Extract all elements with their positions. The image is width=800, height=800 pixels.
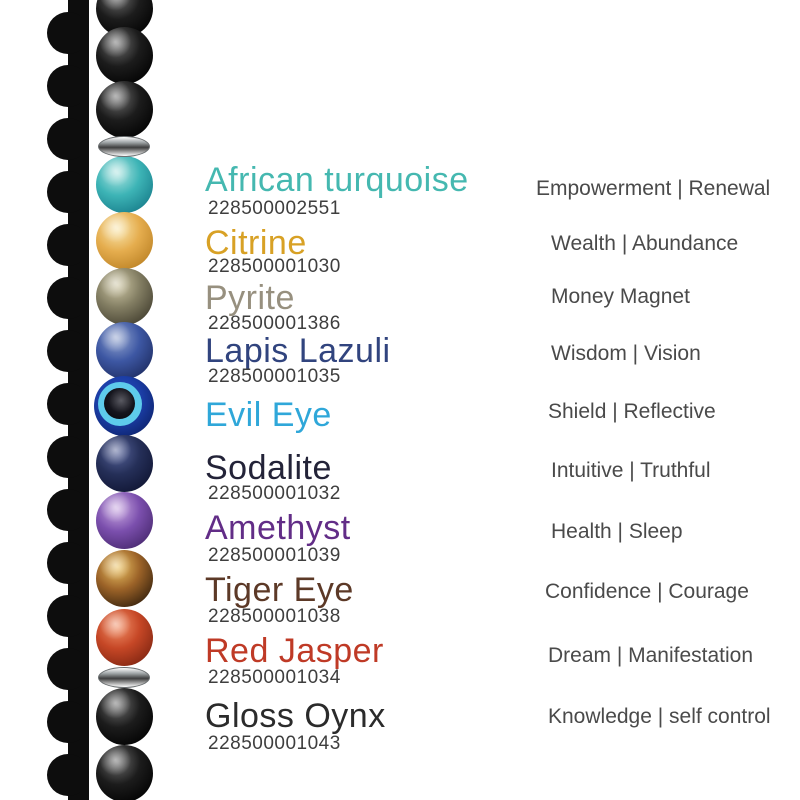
bead-gloss-highlight <box>95 491 153 549</box>
stone-sku: 228500001032 <box>208 483 341 504</box>
stone-sku: 228500002551 <box>208 198 341 219</box>
bracelet-strand <box>0 0 200 800</box>
bead-gloss-highlight <box>95 434 153 492</box>
bead-black-onyx <box>95 26 153 84</box>
bead-gloss-highlight <box>95 549 153 607</box>
bead-sodalite <box>95 434 153 492</box>
stone-meaning: Dream | Manifestation <box>548 644 754 667</box>
stone-meaning: Intuitive | Truthful <box>551 459 711 482</box>
stone-name: Evil Eye <box>205 396 332 434</box>
stone-sku: 228500001030 <box>208 256 341 277</box>
stone-meaning: Wisdom | Vision <box>551 342 701 365</box>
stone-meaning: Health | Sleep <box>551 520 683 543</box>
stone-name: African turquoise <box>205 161 469 199</box>
bead-amethyst <box>95 491 153 549</box>
stone-sku: 228500001043 <box>208 733 341 754</box>
bead-gloss-highlight <box>95 155 153 213</box>
stone-name: Amethyst <box>205 509 351 547</box>
stone-meaning: Wealth | Abundance <box>551 232 739 255</box>
bead-black-onyx <box>95 744 153 800</box>
stone-name: Tiger Eye <box>205 571 354 609</box>
stone-sku: 228500001386 <box>208 313 341 334</box>
evil-eye-pupil <box>104 388 135 419</box>
stone-name: Pyrite <box>205 279 295 317</box>
stone-meaning: Empowerment | Renewal <box>536 177 771 200</box>
bead-black-onyx <box>95 687 153 745</box>
stone-name: Gloss Oynx <box>205 697 386 735</box>
bead-red-jasper <box>95 608 153 666</box>
bead-tiger-eye <box>95 549 153 607</box>
bead-gloss-highlight <box>95 687 153 745</box>
stone-meaning: Confidence | Courage <box>545 580 749 603</box>
bead-pyrite <box>95 267 153 325</box>
bead-lapis-lazuli <box>95 321 153 379</box>
bead-gloss-highlight <box>95 321 153 379</box>
stone-meaning: Knowledge | self control <box>548 705 771 728</box>
stone-meaning: Shield | Reflective <box>548 400 716 423</box>
stone-sku: 228500001039 <box>208 545 341 566</box>
bead-gloss-highlight <box>95 26 153 84</box>
stone-name: Red Jasper <box>205 632 384 670</box>
bead-gloss-highlight <box>95 211 153 269</box>
bead-evil-eye <box>94 376 154 436</box>
bead-citrine <box>95 211 153 269</box>
bead-gloss-highlight <box>95 80 153 138</box>
spacer-bead <box>98 667 150 688</box>
bead-gloss-highlight <box>95 267 153 325</box>
stone-name: Sodalite <box>205 449 332 487</box>
bead-african-turquoise <box>95 155 153 213</box>
stone-sku: 228500001035 <box>208 366 341 387</box>
stone-sku: 228500001038 <box>208 606 341 627</box>
spacer-bead <box>98 136 150 157</box>
stone-name: Lapis Lazuli <box>205 332 391 370</box>
stone-sku: 228500001034 <box>208 667 341 688</box>
stone-name: Citrine <box>205 224 307 262</box>
bead-gloss-highlight <box>95 744 153 800</box>
bead-black-onyx <box>95 80 153 138</box>
bead-gloss-highlight <box>95 608 153 666</box>
stone-meaning: Money Magnet <box>551 285 690 308</box>
